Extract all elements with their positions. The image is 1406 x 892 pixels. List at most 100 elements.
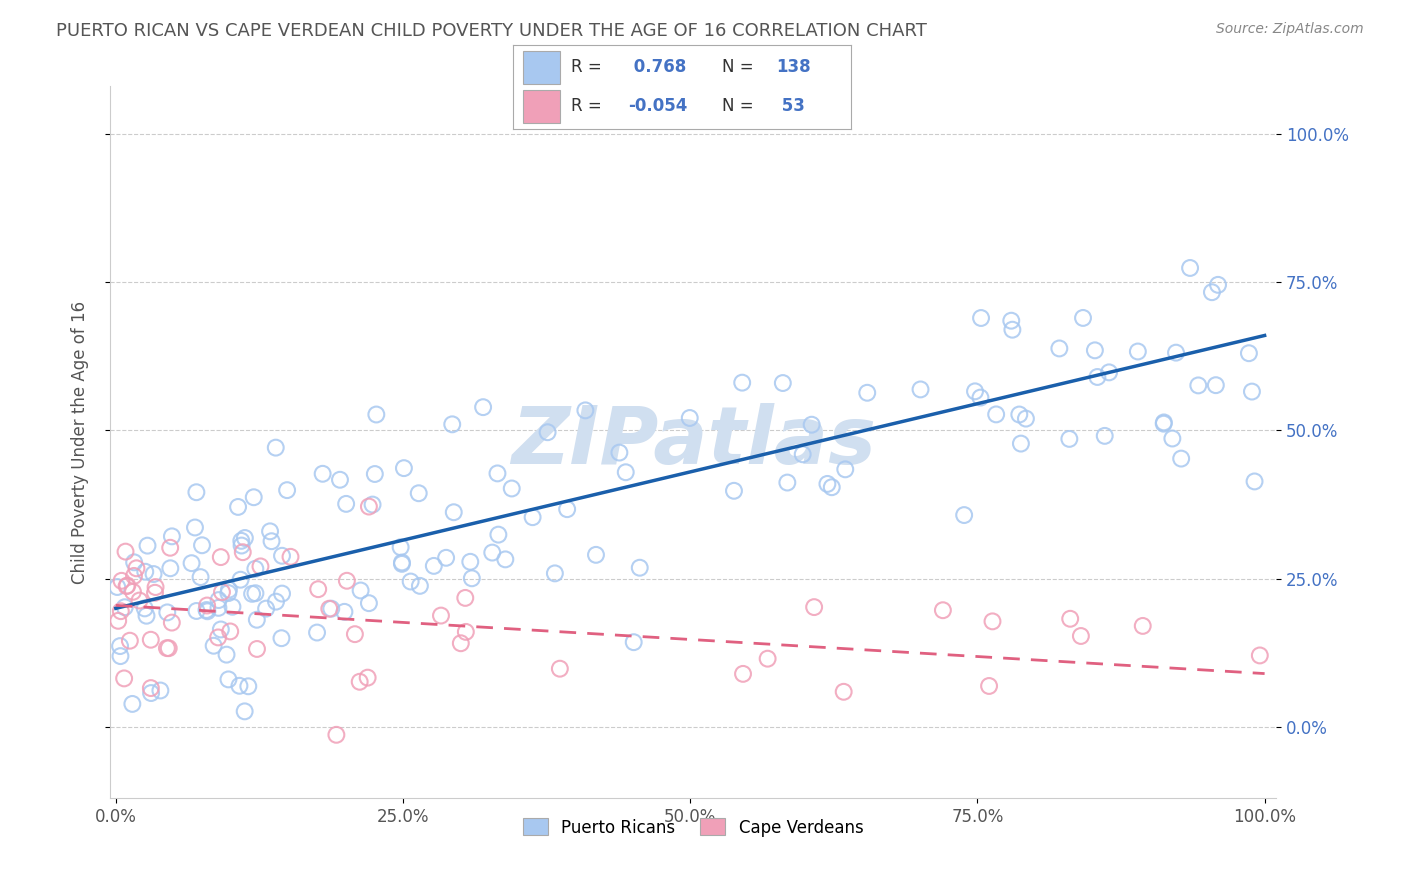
Point (335, 497, 357, 511)
Point (108, 639, 131, 653)
Point (180, 556, 202, 570)
Point (280, 549, 302, 564)
Point (245, 562, 267, 576)
Point (1070, 629, 1092, 643)
Point (1164, 345, 1187, 359)
Point (472, 400, 495, 414)
Point (423, 558, 446, 573)
Point (159, 561, 181, 575)
Point (391, 557, 413, 571)
Point (585, 548, 607, 562)
Point (264, 441, 287, 455)
Point (207, 593, 229, 607)
Point (231, 533, 253, 548)
Point (191, 538, 214, 552)
Text: R =: R = (571, 97, 602, 115)
Point (1010, 436, 1032, 450)
Point (409, 579, 432, 593)
Point (834, 462, 856, 476)
Point (486, 527, 509, 541)
Point (217, 586, 239, 600)
Point (110, 649, 132, 664)
Point (1240, 384, 1263, 399)
Point (115, 579, 138, 593)
Point (118, 633, 141, 648)
Point (107, 614, 129, 628)
Point (1008, 408, 1031, 422)
Point (408, 486, 430, 500)
Point (197, 604, 219, 618)
Point (1059, 612, 1081, 626)
Point (1170, 451, 1192, 466)
Point (349, 583, 371, 598)
Point (1161, 432, 1184, 446)
Text: Source: ZipAtlas.com: Source: ZipAtlas.com (1216, 22, 1364, 37)
Point (264, 594, 287, 608)
Point (1243, 475, 1265, 489)
Point (910, 383, 932, 397)
Point (105, 580, 128, 594)
Text: N =: N = (723, 97, 754, 115)
Point (232, 545, 254, 559)
Point (1094, 429, 1116, 443)
Point (160, 615, 183, 630)
Text: ZIPatlas: ZIPatlas (510, 403, 876, 482)
Point (231, 539, 253, 553)
Point (156, 606, 179, 620)
Text: R =: R = (571, 59, 602, 77)
Point (800, 417, 823, 432)
Point (501, 482, 523, 496)
Point (305, 625, 328, 640)
Point (190, 570, 212, 584)
Point (522, 510, 544, 524)
Point (112, 672, 135, 686)
Point (260, 534, 283, 549)
Point (209, 623, 232, 637)
Point (1201, 285, 1223, 300)
Point (977, 679, 1000, 693)
Point (142, 567, 165, 582)
Point (259, 524, 281, 539)
Point (336, 574, 359, 588)
Point (1084, 343, 1107, 358)
Point (184, 520, 207, 534)
Point (136, 539, 159, 553)
Point (1047, 342, 1070, 356)
Point (623, 635, 645, 649)
Point (454, 591, 477, 605)
FancyBboxPatch shape (523, 52, 561, 84)
Point (143, 586, 166, 600)
Point (246, 613, 269, 627)
Point (1153, 417, 1175, 431)
Point (1001, 323, 1024, 337)
Point (276, 483, 298, 497)
Point (238, 679, 260, 693)
Point (270, 631, 292, 645)
Text: 0.768: 0.768 (628, 59, 686, 77)
Point (145, 580, 167, 594)
Point (679, 411, 702, 425)
Point (1178, 260, 1201, 275)
Point (357, 596, 380, 610)
Point (1206, 277, 1229, 292)
Point (254, 601, 277, 615)
Point (202, 639, 225, 653)
Point (110, 604, 132, 618)
Text: 138: 138 (776, 59, 811, 77)
Point (574, 403, 596, 417)
Point (1059, 432, 1081, 446)
Point (756, 651, 779, 665)
Point (986, 408, 1008, 422)
Point (195, 599, 218, 613)
Point (240, 587, 263, 601)
Point (110, 574, 132, 588)
Point (229, 573, 252, 587)
Point (450, 636, 472, 650)
Point (329, 473, 352, 487)
Point (228, 679, 250, 693)
Point (159, 541, 181, 555)
Point (321, 601, 343, 615)
Point (434, 550, 457, 565)
Point (219, 624, 242, 639)
Point (389, 541, 412, 555)
